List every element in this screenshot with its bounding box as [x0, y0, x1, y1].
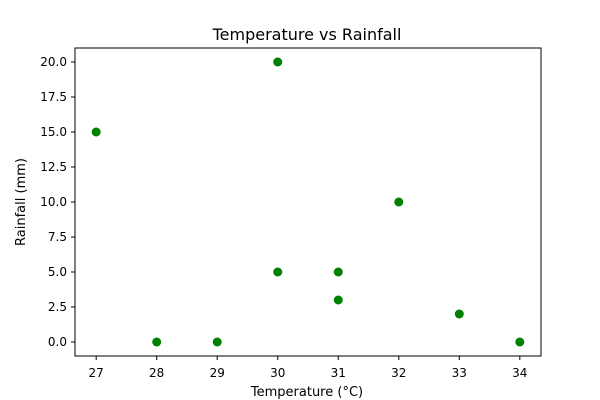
y-axis-label: Rainfall (mm)	[14, 158, 29, 246]
x-tick-label: 32	[391, 366, 406, 380]
plot-area: 27 28 29 30 31 32 33 34 0.0 2.5 5.0 7.5 10.0 12.5 15.…	[40, 47, 542, 380]
scatter-point	[212, 337, 222, 347]
scatter-point	[273, 267, 283, 277]
scatter-point	[91, 127, 101, 137]
scatter-point	[152, 337, 162, 347]
y-tick-label: 7.5	[48, 230, 67, 244]
x-tick-label: 34	[512, 366, 527, 380]
scatter-point	[454, 309, 464, 319]
y-tick-label: 20.0	[40, 55, 67, 69]
x-tick-label: 29	[210, 366, 225, 380]
x-axis-label: Temperature (°C)	[250, 385, 363, 400]
scatter-point	[515, 337, 525, 347]
scatter-point	[333, 267, 343, 277]
y-tick-label: 17.5	[40, 90, 67, 104]
y-tick-label: 5.0	[48, 265, 67, 279]
y-tick-label: 15.0	[40, 125, 67, 139]
scatter-point	[394, 197, 404, 207]
y-tick-label: 2.5	[48, 300, 67, 314]
x-tick-label: 33	[452, 366, 467, 380]
scatter-point	[273, 57, 283, 67]
data-points	[91, 57, 525, 347]
x-tick-label: 27	[89, 366, 104, 380]
x-tick-label: 28	[149, 366, 164, 380]
scatter-point	[333, 295, 343, 305]
chart-title: Temperature vs Rainfall	[212, 25, 402, 44]
y-axis-ticks: 0.0 2.5 5.0 7.5 10.0 12.5 15.0 17.5 20.0	[40, 55, 75, 349]
x-tick-label: 30	[270, 366, 285, 380]
x-tick-label: 31	[331, 366, 346, 380]
y-tick-label: 0.0	[48, 335, 67, 349]
y-tick-label: 10.0	[40, 195, 67, 209]
y-tick-label: 12.5	[40, 160, 67, 174]
x-axis-ticks: 27 28 29 30 31 32 33 34	[89, 356, 527, 380]
